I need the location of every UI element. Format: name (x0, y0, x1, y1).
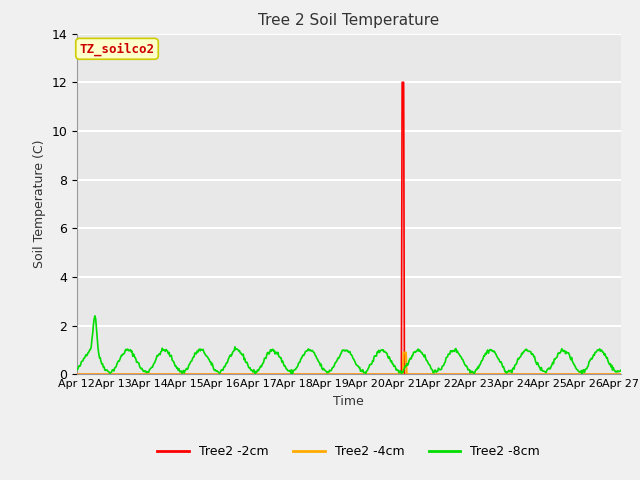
Y-axis label: Soil Temperature (C): Soil Temperature (C) (33, 140, 45, 268)
X-axis label: Time: Time (333, 395, 364, 408)
Legend: Tree2 -2cm, Tree2 -4cm, Tree2 -8cm: Tree2 -2cm, Tree2 -4cm, Tree2 -8cm (152, 440, 545, 463)
Title: Tree 2 Soil Temperature: Tree 2 Soil Temperature (258, 13, 440, 28)
Text: TZ_soilco2: TZ_soilco2 (79, 42, 154, 56)
